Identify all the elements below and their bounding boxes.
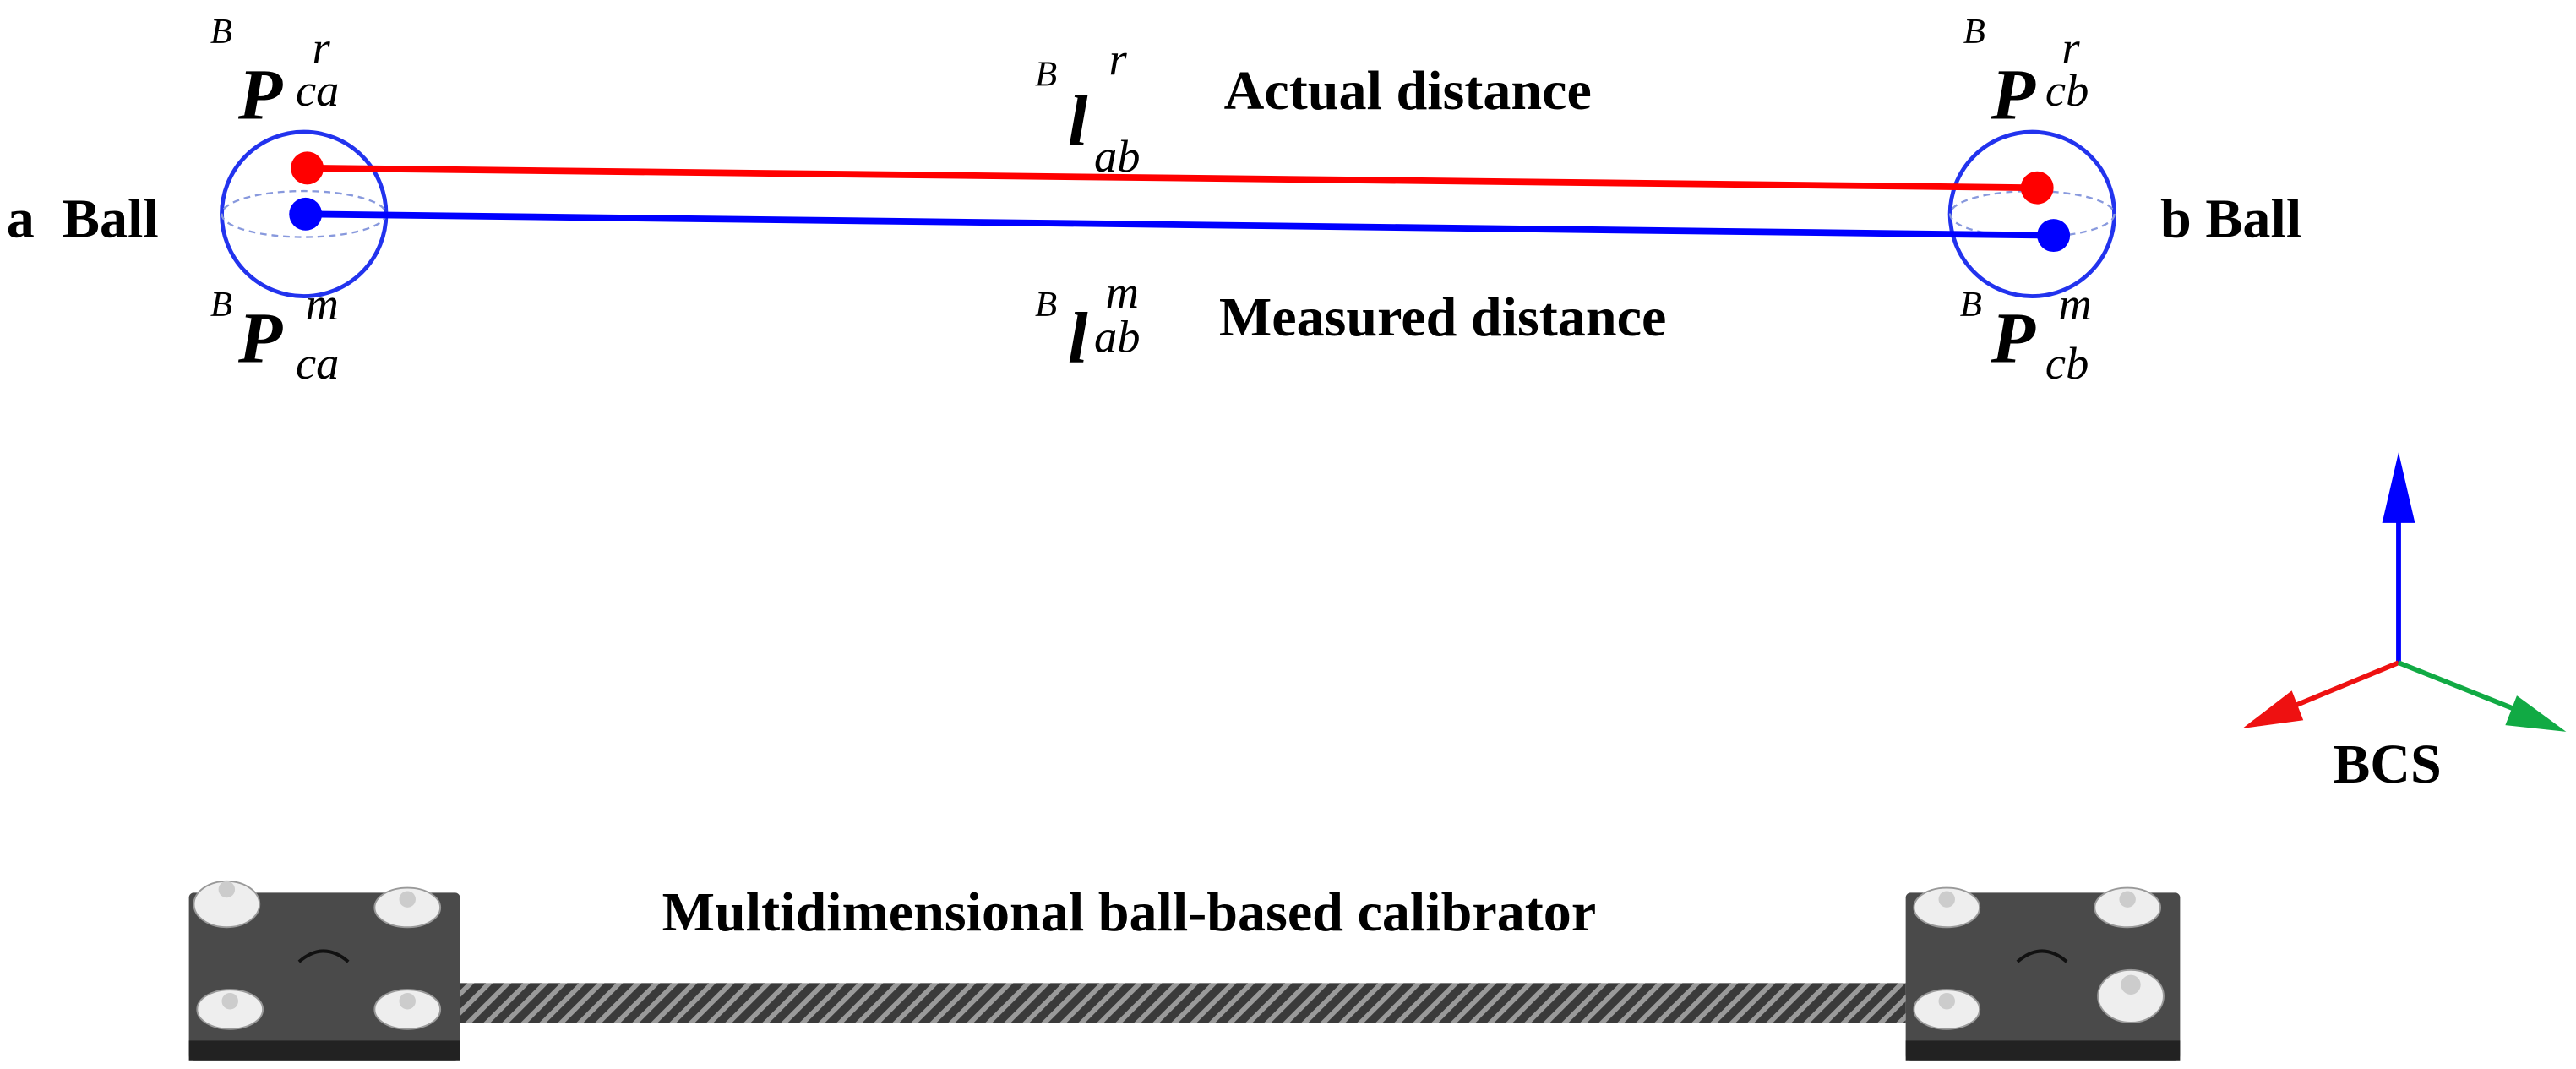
symbol-sup: r xyxy=(1109,33,1128,85)
distance-label: Actual distance xyxy=(1224,60,1592,122)
symbol-main: P xyxy=(237,297,283,378)
symbol-sup: m xyxy=(2058,278,2091,330)
symbol-sup: m xyxy=(1106,266,1139,318)
symbol: B P r ca xyxy=(210,12,340,134)
symbol: B P r cb xyxy=(1963,12,2089,134)
symbol-main: l xyxy=(1068,297,1088,378)
point xyxy=(2037,219,2071,253)
distance-label: Measured distance xyxy=(1219,286,1666,348)
actual-line xyxy=(307,164,2038,192)
point xyxy=(2020,171,2054,205)
symbol-pre: B xyxy=(1035,285,1057,325)
measured-line xyxy=(305,210,2054,239)
ball-label: b Ball xyxy=(2160,188,2301,250)
symbol-main: l xyxy=(1068,81,1088,161)
symbol-pre: B xyxy=(1963,12,1985,52)
symbol-pre: B xyxy=(1960,285,1982,325)
calibrator xyxy=(188,880,2181,1061)
point xyxy=(291,151,324,185)
symbol-sub: ab xyxy=(1094,311,1140,363)
symbol-main: P xyxy=(1991,297,2036,378)
symbol: B P m ca xyxy=(210,278,340,389)
symbol-sub: ca xyxy=(296,64,339,116)
ball-b xyxy=(1947,129,2117,298)
symbol-sub: cb xyxy=(2045,337,2089,389)
point xyxy=(289,197,323,231)
axes-label: BCS xyxy=(2333,734,2442,795)
symbol-main: P xyxy=(237,55,283,135)
symbol-sub: cb xyxy=(2045,64,2089,116)
symbol-sub: ab xyxy=(1094,130,1140,182)
symbol-sub: ca xyxy=(296,337,339,389)
symbol: B P m cb xyxy=(1960,278,2092,389)
symbol-pre: B xyxy=(210,12,232,52)
symbol-sup: m xyxy=(306,278,339,330)
symbol: B l m ab xyxy=(1035,266,1140,378)
symbol-pre: B xyxy=(1035,55,1057,95)
ball-label: a Ball xyxy=(7,188,159,250)
symbol-sup: r xyxy=(2061,21,2080,73)
symbol-sup: r xyxy=(312,21,330,73)
symbol: B l r ab xyxy=(1035,33,1140,182)
coordinate-axes xyxy=(2242,452,2567,732)
symbol-pre: B xyxy=(210,285,232,325)
symbol-main: P xyxy=(1991,55,2036,135)
calibrator-label: Multidimensional ball-based calibrator xyxy=(662,881,1597,943)
